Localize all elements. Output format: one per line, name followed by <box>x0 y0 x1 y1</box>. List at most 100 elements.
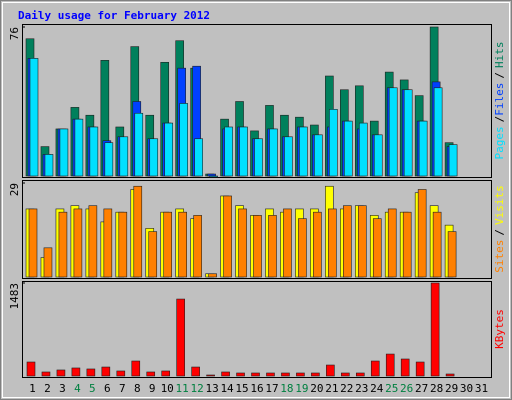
y-tick-label: 29 <box>8 183 21 196</box>
x-tick-label: 26 <box>400 382 413 395</box>
x-tick-label: 27 <box>415 382 428 395</box>
bar <box>209 175 218 178</box>
legend-separator: / <box>493 116 506 123</box>
x-tick-label: 12 <box>191 382 204 395</box>
x-tick-label: 31 <box>475 382 488 395</box>
bar <box>253 215 262 278</box>
bar <box>86 368 96 377</box>
bar <box>116 370 126 377</box>
x-tick-label: 22 <box>340 382 353 395</box>
bar <box>89 126 99 177</box>
bar <box>71 367 81 377</box>
bar <box>299 126 308 177</box>
x-tick-label: 10 <box>161 382 174 395</box>
x-tick-label: 15 <box>235 382 248 395</box>
bar <box>208 273 217 278</box>
bar <box>28 208 38 278</box>
bar <box>314 134 323 177</box>
x-tick-label: 16 <box>250 382 263 395</box>
y-tick-label: 1483 <box>8 283 21 310</box>
bar <box>176 298 185 377</box>
bar <box>385 353 395 377</box>
x-tick-label: 18 <box>280 382 293 395</box>
bar <box>357 205 367 278</box>
legend-entry: KBytes <box>493 309 506 349</box>
bar <box>266 372 275 377</box>
x-tick-label: 14 <box>220 382 234 395</box>
bar <box>343 205 352 278</box>
panel <box>22 281 492 378</box>
bar <box>164 122 174 177</box>
bar <box>283 208 292 278</box>
bar <box>238 208 247 278</box>
bar <box>103 208 113 278</box>
bar <box>358 122 368 177</box>
x-tick-label: 11 <box>176 382 189 395</box>
bar <box>104 142 114 177</box>
bar <box>432 211 442 278</box>
bar <box>370 360 380 377</box>
bar <box>163 211 173 278</box>
bar <box>148 231 158 278</box>
bar <box>59 128 69 177</box>
bar <box>146 371 156 377</box>
legend: KBytes <box>493 309 506 349</box>
bar <box>418 120 428 177</box>
bar <box>388 87 398 177</box>
bar <box>26 361 36 377</box>
bar <box>326 364 335 377</box>
bar <box>269 128 278 177</box>
bar <box>74 118 84 177</box>
bar <box>387 208 397 278</box>
bar <box>400 358 410 377</box>
x-tick-label: 3 <box>59 382 66 395</box>
bar <box>239 126 248 177</box>
bar <box>206 374 215 377</box>
bar <box>284 136 293 177</box>
x-tick-label: 6 <box>104 382 111 395</box>
bar <box>221 371 230 377</box>
bar <box>178 211 187 278</box>
bar <box>56 369 66 377</box>
x-tick-label: 17 <box>265 382 278 395</box>
x-tick-label: 4 <box>74 382 81 395</box>
legend-entry: Files <box>493 83 506 116</box>
legend-entry: Visits <box>493 185 506 225</box>
x-tick-label: 20 <box>310 382 323 395</box>
bar <box>328 208 337 278</box>
bar <box>415 361 425 377</box>
bar <box>224 126 233 177</box>
legend: Pages/Files/Hits <box>493 42 506 160</box>
bar <box>161 370 171 377</box>
x-tick-label: 9 <box>149 382 156 395</box>
bar <box>447 231 457 278</box>
bar <box>311 372 320 377</box>
x-tick-label: 21 <box>325 382 338 395</box>
x-tick-label: 8 <box>134 382 141 395</box>
bar <box>44 154 54 177</box>
bar <box>344 120 353 177</box>
x-tick-label: 5 <box>89 382 96 395</box>
bar <box>119 136 129 177</box>
x-tick-label: 29 <box>445 382 458 395</box>
bar <box>73 208 83 278</box>
x-tick-label: 30 <box>460 382 473 395</box>
legend-separator: / <box>493 72 506 79</box>
bar <box>149 138 159 177</box>
y-tick-label: 76 <box>8 27 21 40</box>
bar <box>254 138 263 177</box>
bar <box>41 371 51 377</box>
x-tick-label: 7 <box>119 382 126 395</box>
bar <box>403 89 413 177</box>
x-tick-label: 13 <box>205 382 218 395</box>
bar <box>281 372 290 377</box>
bar <box>355 372 365 377</box>
bar <box>179 103 188 177</box>
bar <box>448 144 458 177</box>
bar <box>402 211 412 278</box>
legend-entry: Sites <box>493 240 506 273</box>
chart-title: Daily usage for February 2012 <box>18 9 210 22</box>
